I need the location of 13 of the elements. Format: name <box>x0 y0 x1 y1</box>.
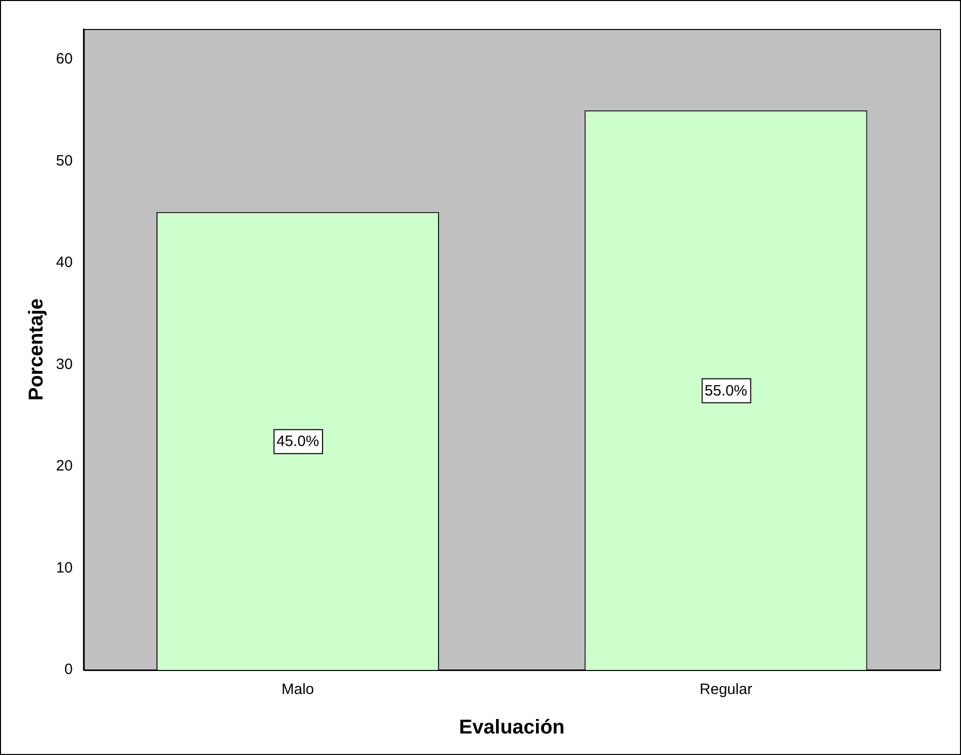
y-tick-label: 50 <box>56 152 73 170</box>
data-label: 45.0% <box>276 433 320 450</box>
data-label: 55.0% <box>704 382 748 400</box>
y-axis-title: Porcentaje <box>26 298 48 401</box>
y-tick-label: 40 <box>56 254 73 272</box>
x-tick-label: Regular <box>700 681 752 698</box>
y-tick-label: 10 <box>56 559 73 576</box>
x-tick-label: Malo <box>282 681 314 698</box>
x-axis-title: Evaluación <box>459 716 565 739</box>
y-tick-label: 20 <box>56 458 73 475</box>
y-tick-label: 60 <box>56 50 73 68</box>
y-tick-label: 30 <box>56 356 73 373</box>
y-tick-label: 0 <box>64 661 73 678</box>
